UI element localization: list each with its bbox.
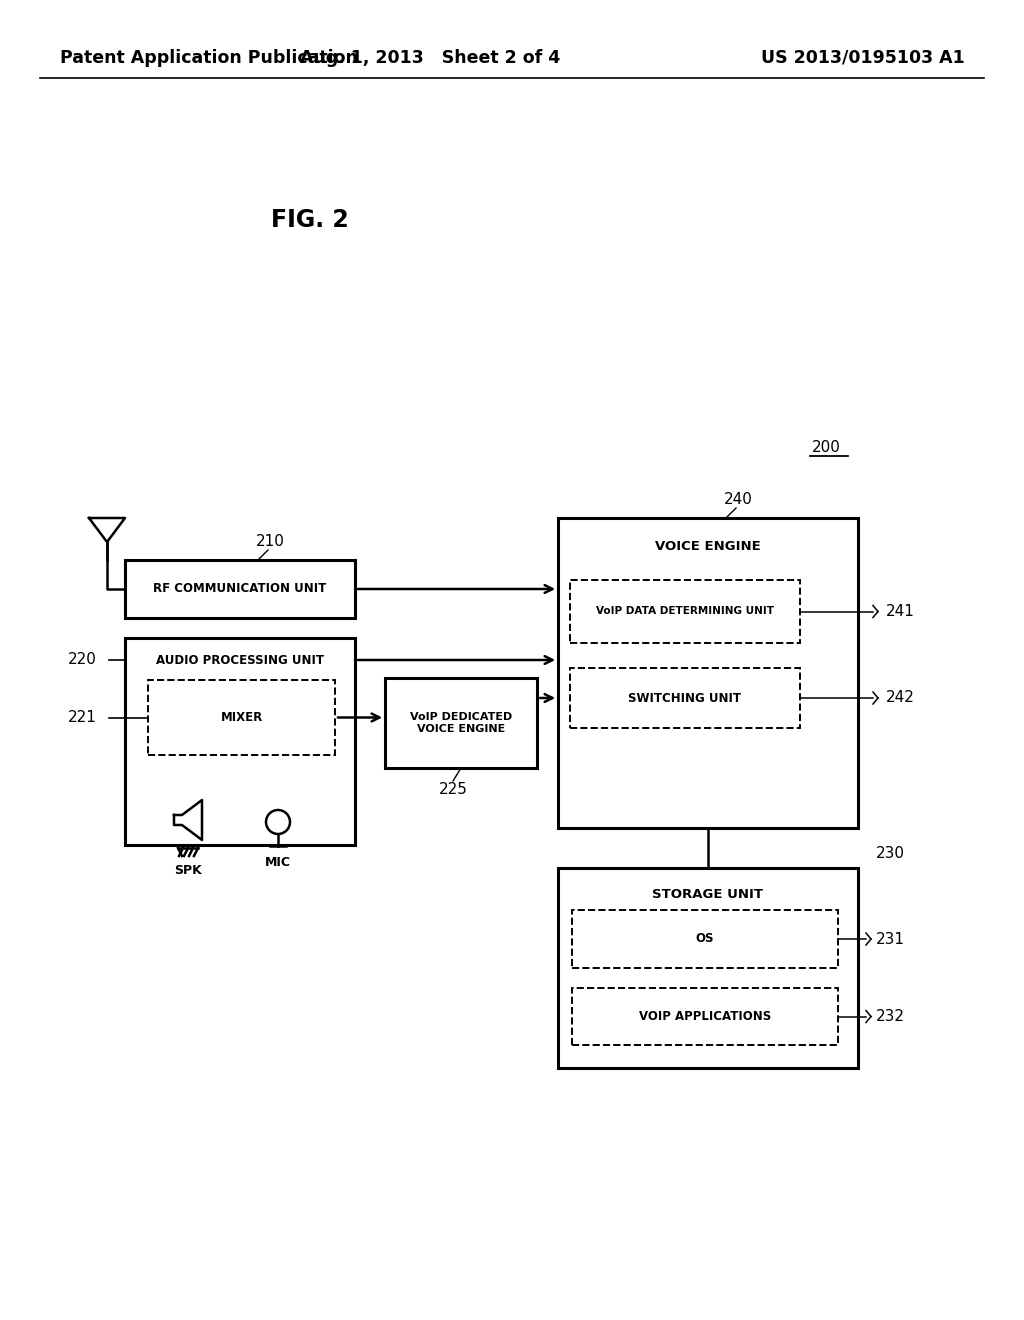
Text: OS: OS [695,932,715,945]
Text: SWITCHING UNIT: SWITCHING UNIT [629,692,741,705]
Text: STORAGE UNIT: STORAGE UNIT [652,887,764,900]
Text: MIC: MIC [265,855,291,869]
Text: 225: 225 [438,783,467,797]
Bar [572,909,838,968]
Text: 242: 242 [886,690,914,705]
Text: MIXER: MIXER [220,711,262,723]
Bar [125,638,355,845]
Text: VoIP DEDICATED
VOICE ENGINE: VoIP DEDICATED VOICE ENGINE [410,713,512,734]
Text: VOICE ENGINE: VOICE ENGINE [655,540,761,553]
Bar [572,987,838,1045]
Text: 230: 230 [876,846,905,861]
Text: AUDIO PROCESSING UNIT: AUDIO PROCESSING UNIT [156,653,324,667]
Text: 220: 220 [69,652,97,668]
Text: VOIP APPLICATIONS: VOIP APPLICATIONS [639,1010,771,1023]
Text: US 2013/0195103 A1: US 2013/0195103 A1 [761,49,965,67]
Text: Patent Application Publication: Patent Application Publication [60,49,357,67]
Bar [570,668,800,729]
Text: SPK: SPK [174,863,202,876]
Text: Aug. 1, 2013   Sheet 2 of 4: Aug. 1, 2013 Sheet 2 of 4 [300,49,560,67]
Bar [385,678,537,768]
Bar [570,579,800,643]
Text: 221: 221 [69,710,97,725]
Text: RF COMMUNICATION UNIT: RF COMMUNICATION UNIT [154,582,327,595]
Bar [558,869,858,1068]
Text: 232: 232 [876,1008,905,1024]
Text: VoIP DATA DETERMINING UNIT: VoIP DATA DETERMINING UNIT [596,606,774,616]
Bar [125,560,355,618]
Text: 240: 240 [724,492,753,507]
Text: 210: 210 [256,535,285,549]
Text: 231: 231 [876,932,905,946]
Polygon shape [174,800,202,840]
Text: 241: 241 [886,605,914,619]
Text: 200: 200 [812,441,841,455]
Text: FIG. 2: FIG. 2 [271,209,349,232]
Bar [558,517,858,828]
Bar [148,680,335,755]
